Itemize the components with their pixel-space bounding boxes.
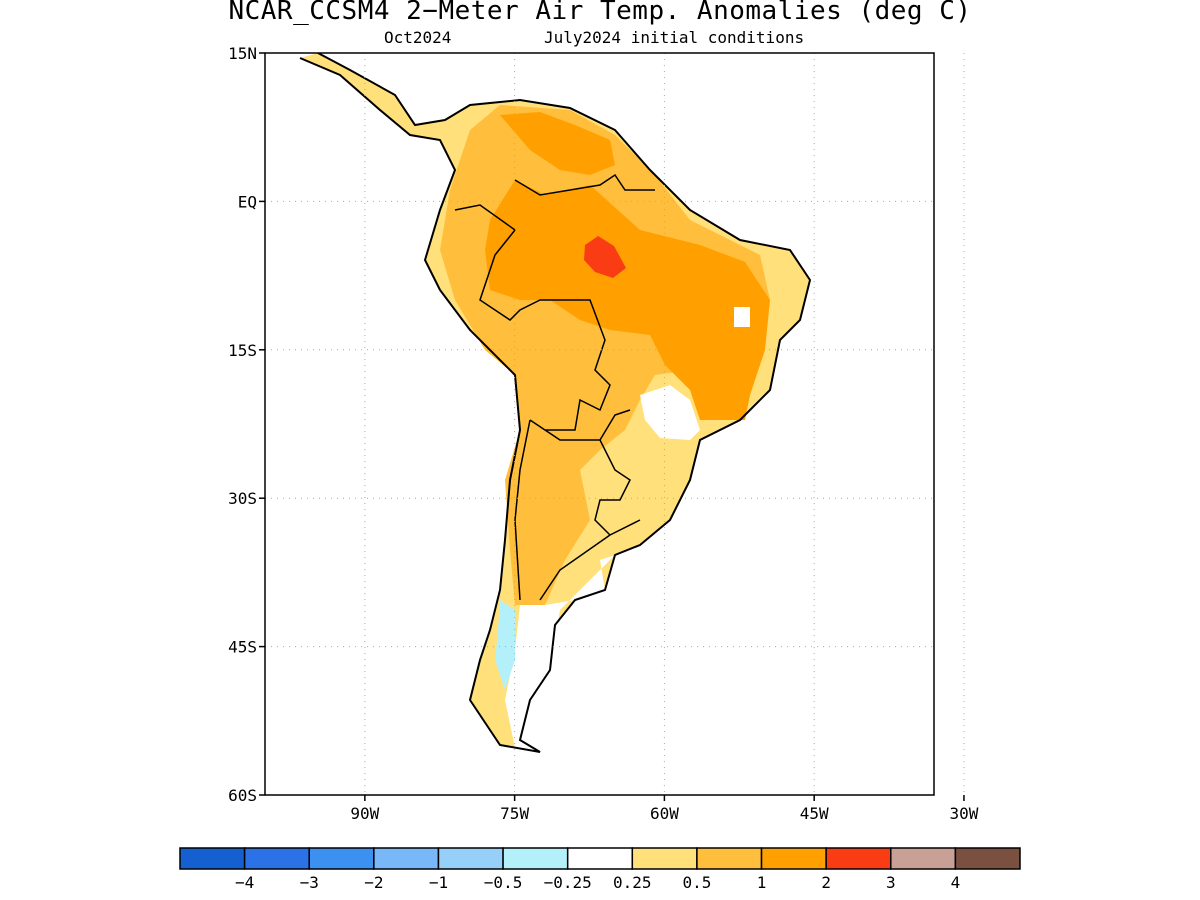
colorbar-label: −2 xyxy=(364,873,383,892)
colorbar-swatch xyxy=(243,847,310,870)
colorbar-swatch xyxy=(760,847,827,870)
colorbar-label: 0.5 xyxy=(682,873,711,892)
colorbar-swatch xyxy=(825,847,892,870)
colorbar-label: −0.25 xyxy=(544,873,592,892)
y-tick-label: EQ xyxy=(238,192,257,211)
coastlines xyxy=(299,53,812,753)
anomaly-2 xyxy=(485,180,770,420)
anomaly-field xyxy=(300,53,810,752)
colorbar-label: −1 xyxy=(429,873,448,892)
plot-frame xyxy=(264,52,935,796)
colorbar-swatch xyxy=(566,847,634,870)
y-axis: 15N EQ 15S 30S 45S 60S xyxy=(228,44,265,805)
colorbar-label: −0.5 xyxy=(484,873,523,892)
colorbar-swatch xyxy=(696,847,763,870)
neutral-cell xyxy=(734,307,750,327)
colorbar-swatch xyxy=(179,847,246,870)
colorbar: −4 −3 −2 −1 −0.5 −0.25 0.25 0.5 1 2 3 4 xyxy=(179,847,1021,892)
x-axis: 90W 75W 60W 45W 30W xyxy=(350,795,979,823)
neutral-southeast xyxy=(640,385,700,440)
colorbar-swatch xyxy=(502,847,569,870)
graticule xyxy=(265,53,965,795)
colorbar-label: 4 xyxy=(951,873,961,892)
x-tick-label: 45W xyxy=(800,804,829,823)
y-tick-label: 15S xyxy=(228,341,257,360)
colorbar-label: 3 xyxy=(886,873,896,892)
initial-conditions: July2024 initial conditions xyxy=(544,28,805,47)
x-tick-label: 60W xyxy=(650,804,679,823)
colorbar-label: −4 xyxy=(235,873,254,892)
x-tick-label: 90W xyxy=(350,804,379,823)
y-tick-label: 15N xyxy=(228,44,257,63)
neutral-patagonia xyxy=(505,555,615,752)
chart-title: NCAR_CCSM4 2−Meter Air Temp. Anomalies (… xyxy=(228,0,972,26)
y-tick-label: 45S xyxy=(228,638,257,657)
y-tick-label: 30S xyxy=(228,489,257,508)
forecast-month: Oct2024 xyxy=(384,28,452,47)
country-borders xyxy=(454,173,655,601)
x-tick-label: 30W xyxy=(950,804,979,823)
colorbar-swatch xyxy=(308,847,375,870)
colorbar-swatch xyxy=(437,847,504,870)
anomaly-3 xyxy=(584,236,626,278)
anomaly-cool xyxy=(495,600,515,690)
colorbar-swatch xyxy=(373,847,440,870)
colorbar-label: 2 xyxy=(821,873,831,892)
colorbar-swatch xyxy=(954,847,1021,870)
colorbar-label: 0.25 xyxy=(613,873,652,892)
coastline xyxy=(299,53,812,753)
colorbar-label: −3 xyxy=(300,873,319,892)
anomaly-2-north xyxy=(500,112,615,175)
colorbar-swatch xyxy=(631,847,698,870)
colorbar-swatch xyxy=(890,847,957,870)
y-tick-label: 60S xyxy=(228,786,257,805)
x-tick-label: 75W xyxy=(500,804,529,823)
colorbar-label: 1 xyxy=(757,873,767,892)
